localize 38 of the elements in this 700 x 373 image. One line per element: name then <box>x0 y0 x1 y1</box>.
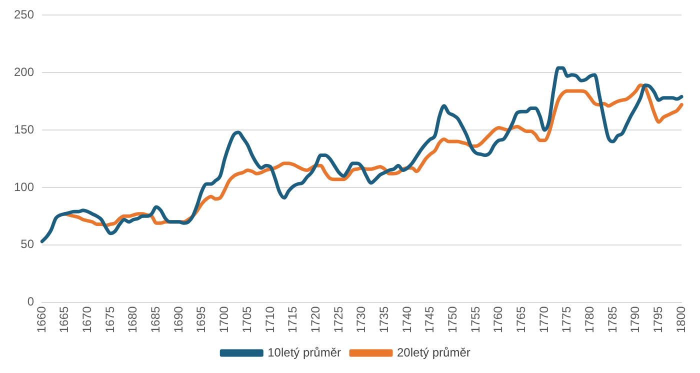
x-tick-label: 1730 <box>354 306 368 334</box>
y-tick-label: 50 <box>20 237 34 252</box>
x-tick-label: 1665 <box>57 306 72 334</box>
line-series <box>40 66 684 244</box>
x-tick-label: 1765 <box>514 306 528 334</box>
x-tick-label: 1775 <box>560 306 574 334</box>
x-tick-label: 1745 <box>422 306 437 334</box>
x-tick-label: 1660 <box>34 306 48 334</box>
x-tick-label: 1700 <box>217 306 232 334</box>
x-tick-label: 1685 <box>148 306 163 334</box>
x-tick-label: 1735 <box>376 306 391 334</box>
y-tick-label: 250 <box>14 8 34 22</box>
x-tick-label: 1690 <box>171 306 186 334</box>
x-tick-label: 1770 <box>536 306 551 334</box>
x-tick-label: 1720 <box>308 306 322 334</box>
x-tick-label: 1695 <box>194 306 208 334</box>
legend-label: 10letý průměr <box>268 345 342 360</box>
legend-label: 20letý průměr <box>397 345 470 360</box>
x-tick-label: 1705 <box>240 306 254 334</box>
x-tick-label: 1680 <box>126 306 140 334</box>
y-tick-label: 100 <box>14 180 34 194</box>
x-tick-label: 1760 <box>491 306 506 334</box>
x-tick-label: 1670 <box>80 306 94 334</box>
x-tick-label: 1725 <box>331 306 346 334</box>
x-tick-label: 1750 <box>445 306 460 334</box>
x-tick-label: 1790 <box>628 306 642 334</box>
y-tick-label: 0 <box>27 294 34 309</box>
x-tick-label: 1780 <box>582 306 597 334</box>
x-tick-label: 1710 <box>262 306 277 334</box>
x-tick-label: 1755 <box>468 306 482 334</box>
y-tick-label: 150 <box>14 122 34 136</box>
x-tick-label: 1740 <box>400 306 414 334</box>
x-tick-label: 1800 <box>674 306 688 334</box>
y-tick-label: 200 <box>14 64 34 79</box>
x-tick-label: 1715 <box>286 306 300 334</box>
x-tick-label: 1795 <box>651 306 666 334</box>
x-tick-label: 1785 <box>605 306 620 334</box>
x-tick-label: 1675 <box>102 306 117 334</box>
